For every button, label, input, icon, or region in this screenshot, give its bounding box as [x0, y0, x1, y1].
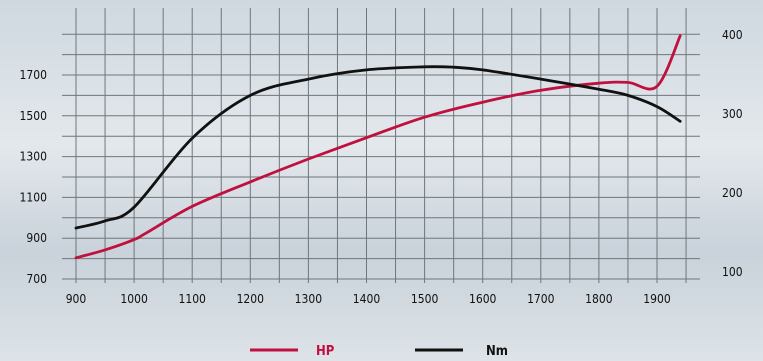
x-tick-label: 1700 [527, 292, 555, 306]
x-tick-label: 1300 [295, 292, 323, 306]
chart-legend: HP Nm [250, 344, 508, 359]
x-tick-label: 1800 [585, 292, 613, 306]
left-y-tick-label: 1100 [20, 190, 48, 204]
x-tick-label: 1000 [120, 292, 148, 306]
legend-label-nm: Nm [486, 344, 508, 359]
legend-label-hp: HP [316, 344, 335, 359]
right-y-tick-label: 100 [722, 265, 743, 279]
left-y-tick-label: 1700 [20, 68, 48, 82]
left-y-axis-ticks: 700 900 1100 1300 1500 1700 [20, 68, 48, 286]
x-tick-label: 1900 [643, 292, 671, 306]
left-y-tick-label: 1500 [20, 109, 48, 123]
right-y-tick-label: 200 [722, 186, 743, 200]
x-tick-label: 1400 [353, 292, 381, 306]
chart-grid [62, 8, 700, 283]
left-y-tick-label: 700 [26, 272, 47, 286]
x-tick-label: 1600 [469, 292, 497, 306]
x-tick-label: 1100 [178, 292, 206, 306]
x-axis-ticks: 900 1000 1100 1200 1300 1400 1500 1600 1700 1800 1… [66, 292, 671, 306]
right-y-tick-label: 300 [722, 107, 743, 121]
right-y-axis-ticks: 100 200 300 400 [722, 28, 743, 279]
series-line-nm [74, 65, 682, 230]
left-y-tick-label: 1300 [20, 150, 48, 164]
x-tick-label: 1500 [411, 292, 439, 306]
x-tick-label: 900 [66, 292, 87, 306]
chart-series [74, 34, 682, 260]
series-line-hp [74, 34, 682, 260]
left-y-tick-label: 900 [26, 231, 47, 245]
right-y-tick-label: 400 [722, 28, 743, 42]
x-tick-label: 1200 [237, 292, 265, 306]
